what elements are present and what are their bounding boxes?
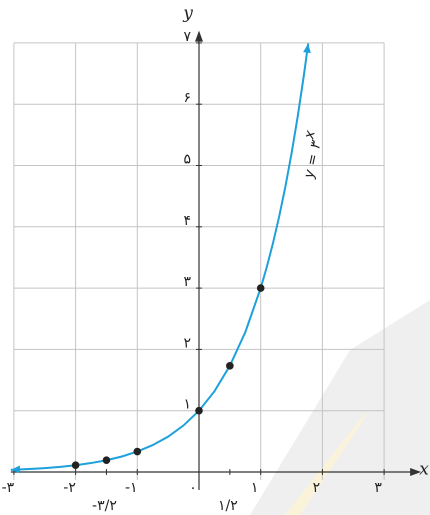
point [195,406,203,415]
x-tick-label: -۲ [63,480,76,496]
curve-arrow [303,43,311,54]
y-tick-label: ۶ [183,90,191,106]
annotation: y = ۳x [301,128,325,180]
y-tick-label: ۱ [183,397,191,413]
x-tick-label: ۳ [374,480,382,496]
x-axis-label: x [419,460,429,480]
y-tick-label: ۳ [183,274,191,290]
x-tick-label: ۱/۲ [218,498,238,514]
point [256,284,265,292]
point [226,362,234,370]
background-decoration [285,410,370,515]
x-axis-arrow [410,468,422,476]
curve-arrow [10,465,21,474]
x-tick-label: ۰ [189,480,197,496]
point [102,456,111,465]
curve [10,43,310,471]
background-decoration [250,300,430,515]
y-tick-label: ۵ [183,152,191,168]
point [133,447,142,456]
x-tick-label: ۲ [313,480,321,496]
y-tick-label: ۲ [183,335,191,351]
y-tick-label: ۴ [183,213,191,229]
annotation-text: y = ۳ [301,138,325,180]
y-axis-arrow [195,30,203,42]
point [71,461,80,469]
y-axis-label: y [182,4,193,24]
x-tick-label: -۳ [2,480,15,496]
annotation-exponent: x [301,128,319,141]
x-tick-label: ۱ [251,480,259,496]
y-tick-label: ۷ [183,29,191,45]
x-tick-label: -۱ [125,480,138,496]
x-tick-label: -۳/۲ [92,498,117,514]
